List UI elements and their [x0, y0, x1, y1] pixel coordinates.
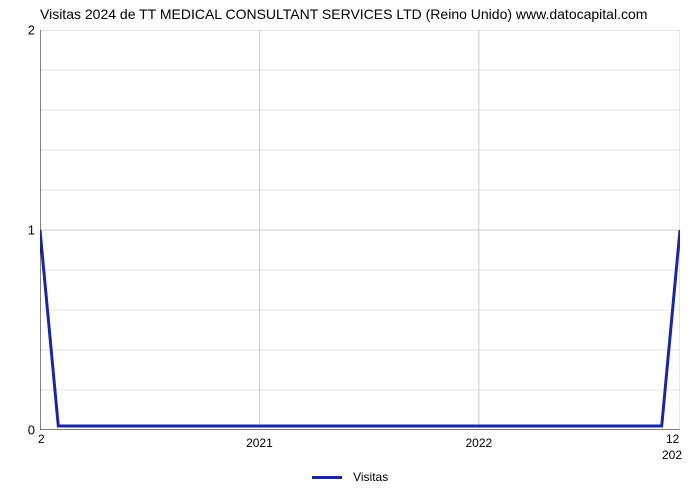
chart-container: Visitas 2024 de TT MEDICAL CONSULTANT SE…	[0, 0, 700, 500]
y-tick-label: 2	[28, 23, 35, 38]
legend: Visitas	[0, 470, 700, 484]
legend-swatch	[312, 476, 342, 479]
x-tick-label: 2021	[246, 436, 273, 450]
legend-label: Visitas	[353, 470, 388, 484]
x-right-edge-label2: 202	[662, 448, 682, 462]
y-tick-label: 0	[28, 423, 35, 438]
x-tick-label: 2022	[465, 436, 492, 450]
x-right-edge-label: 12	[666, 432, 679, 446]
chart-title: Visitas 2024 de TT MEDICAL CONSULTANT SE…	[40, 6, 647, 22]
y-tick-label: 1	[28, 223, 35, 238]
x-left-edge-label: 2	[38, 432, 45, 446]
plot-area	[40, 30, 680, 430]
